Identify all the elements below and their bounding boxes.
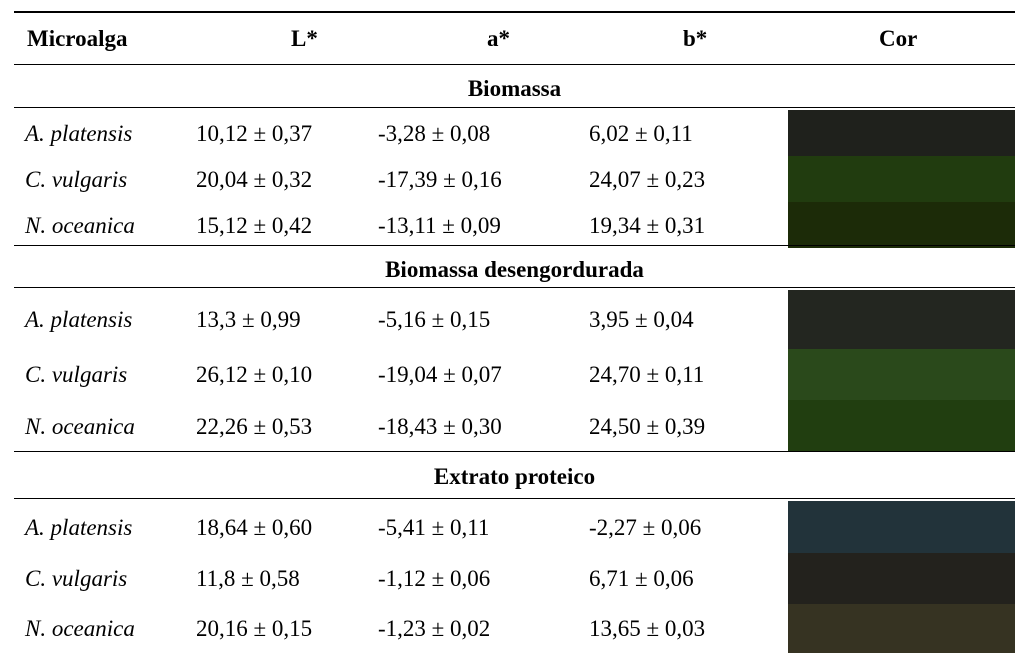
color-swatch: [788, 349, 1015, 400]
value-cell-b: 6,71 ± 0,06: [589, 566, 694, 591]
species-cell: N. oceanica: [25, 414, 135, 439]
value-cell-l: 22,26 ± 0,53: [196, 414, 313, 439]
header-microalga: Microalga: [27, 26, 128, 51]
value-cell-l: 20,04 ± 0,32: [196, 167, 313, 192]
section-title: Biomassa desengordurada: [385, 257, 644, 282]
value-cell-a: -5,16 ± 0,15: [378, 307, 491, 332]
value-cell-l: 18,64 ± 0,60: [196, 515, 313, 540]
value-cell-l: 11,8 ± 0,58: [196, 566, 300, 591]
color-swatch: [788, 110, 1015, 156]
value-cell-a: -1,23 ± 0,02: [378, 616, 491, 641]
color-swatch: [788, 290, 1015, 349]
header-rule: [14, 64, 1015, 65]
value-cell-a: -3,28 ± 0,08: [378, 121, 491, 146]
top-rule: [14, 11, 1015, 13]
species-cell: A. platensis: [25, 121, 133, 146]
species-cell: A. platensis: [25, 307, 133, 332]
color-table: Microalga L* a* b* Cor Biomassa A. platen…: [14, 0, 1015, 653]
value-cell-a: -17,39 ± 0,16: [378, 167, 502, 192]
value-cell-b: 3,95 ± 0,04: [589, 307, 694, 332]
color-swatch: [788, 553, 1015, 604]
value-cell-a: -18,43 ± 0,30: [378, 414, 502, 439]
species-cell: C. vulgaris: [25, 167, 128, 192]
species-cell: C. vulgaris: [25, 566, 128, 591]
header-cor: Cor: [879, 26, 918, 51]
section-end-rule: [14, 451, 1015, 452]
value-cell-l: 26,12 ± 0,10: [196, 362, 313, 387]
section-rule: [14, 287, 1015, 288]
section-title: Extrato proteico: [433, 464, 596, 489]
header-l: L*: [291, 26, 318, 51]
value-cell-a: -19,04 ± 0,07: [378, 362, 502, 387]
species-cell: C. vulgaris: [25, 362, 128, 387]
species-cell: A. platensis: [25, 515, 133, 540]
value-cell-b: 13,65 ± 0,03: [589, 616, 706, 641]
value-cell-b: 24,07 ± 0,23: [589, 167, 706, 192]
species-cell: N. oceanica: [25, 213, 135, 238]
value-cell-l: 20,16 ± 0,15: [196, 616, 313, 641]
species-cell: N. oceanica: [25, 616, 135, 641]
value-cell-b: 19,34 ± 0,31: [589, 213, 706, 238]
section-rule: [14, 107, 1015, 108]
section-end-rule: [14, 245, 1015, 246]
section-title: Biomassa: [467, 76, 562, 101]
section-rule: [14, 498, 1015, 499]
color-swatch: [788, 156, 1015, 202]
value-cell-l: 10,12 ± 0,37: [196, 121, 313, 146]
value-cell-b: -2,27 ± 0,06: [589, 515, 702, 540]
color-swatch: [788, 400, 1015, 452]
value-cell-a: -5,41 ± 0,11: [378, 515, 490, 540]
value-cell-l: 13,3 ± 0,99: [196, 307, 301, 332]
color-swatch: [788, 604, 1015, 653]
color-swatch: [788, 202, 1015, 248]
color-swatch: [788, 501, 1015, 553]
header-a: a*: [487, 26, 510, 51]
value-cell-l: 15,12 ± 0,42: [196, 213, 313, 238]
value-cell-a: -1,12 ± 0,06: [378, 566, 491, 591]
value-cell-a: -13,11 ± 0,09: [378, 213, 501, 238]
header-b: b*: [683, 26, 708, 51]
value-cell-b: 24,50 ± 0,39: [589, 414, 706, 439]
value-cell-b: 24,70 ± 0,11: [589, 362, 705, 387]
value-cell-b: 6,02 ± 0,11: [589, 121, 693, 146]
